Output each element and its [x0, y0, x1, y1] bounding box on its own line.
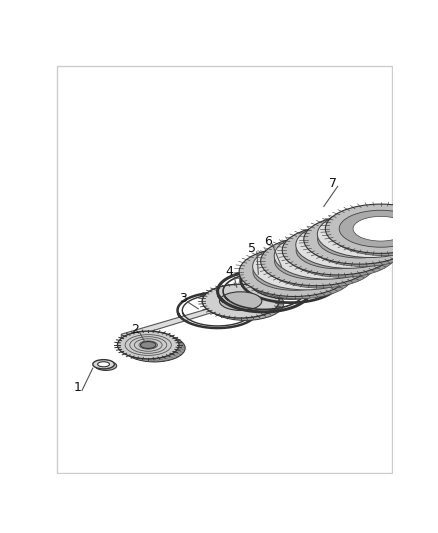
Ellipse shape [93, 360, 114, 369]
Ellipse shape [219, 292, 262, 310]
Ellipse shape [307, 217, 419, 266]
Polygon shape [220, 304, 223, 310]
Polygon shape [228, 302, 230, 308]
Ellipse shape [325, 204, 436, 253]
Ellipse shape [318, 221, 401, 258]
Text: 4: 4 [225, 265, 233, 278]
Ellipse shape [315, 230, 381, 260]
Polygon shape [224, 303, 226, 309]
Ellipse shape [207, 287, 284, 320]
Ellipse shape [304, 215, 415, 264]
Ellipse shape [95, 361, 117, 370]
Ellipse shape [117, 331, 179, 359]
Ellipse shape [124, 334, 185, 362]
Polygon shape [216, 305, 219, 311]
Text: 6: 6 [264, 235, 272, 247]
Ellipse shape [332, 227, 387, 252]
Ellipse shape [339, 210, 422, 247]
Ellipse shape [274, 232, 380, 279]
Ellipse shape [239, 247, 350, 296]
Polygon shape [121, 301, 237, 341]
Ellipse shape [293, 241, 360, 270]
Ellipse shape [286, 228, 397, 277]
Polygon shape [232, 301, 234, 306]
Ellipse shape [296, 222, 401, 268]
Ellipse shape [261, 237, 371, 286]
Ellipse shape [329, 206, 438, 256]
Ellipse shape [318, 211, 423, 257]
Ellipse shape [353, 216, 409, 241]
Text: 1: 1 [74, 381, 81, 394]
Ellipse shape [282, 225, 393, 275]
Ellipse shape [310, 238, 365, 263]
Ellipse shape [288, 249, 344, 273]
Ellipse shape [267, 260, 322, 284]
Text: 2: 2 [131, 323, 139, 336]
Ellipse shape [296, 232, 379, 269]
Ellipse shape [141, 342, 156, 349]
Ellipse shape [275, 243, 358, 280]
Ellipse shape [253, 243, 358, 290]
Ellipse shape [337, 220, 403, 249]
Ellipse shape [265, 239, 375, 288]
Ellipse shape [253, 253, 336, 290]
Text: 7: 7 [329, 177, 337, 190]
Ellipse shape [202, 284, 279, 318]
Ellipse shape [272, 252, 339, 281]
Text: 5: 5 [248, 243, 256, 255]
Ellipse shape [243, 249, 354, 299]
Ellipse shape [98, 362, 110, 367]
Text: 3: 3 [179, 292, 187, 305]
Polygon shape [212, 306, 215, 312]
